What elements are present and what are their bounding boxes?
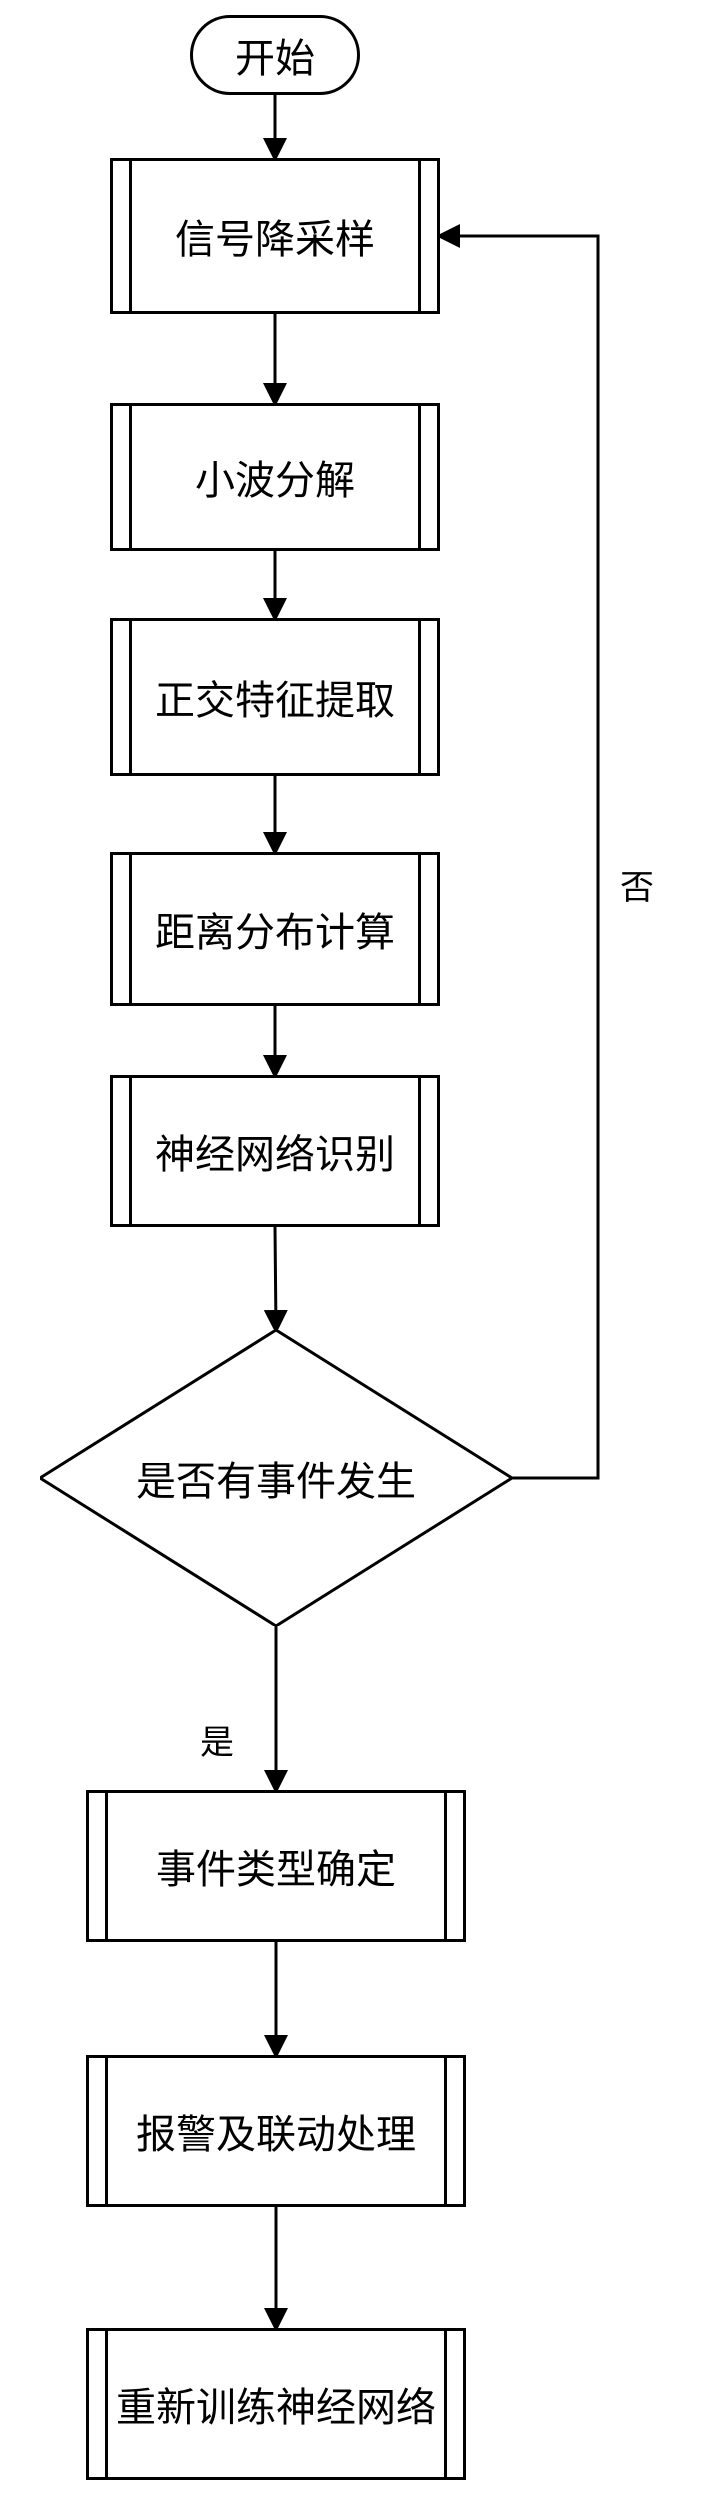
node-label: 事件类型确定	[156, 1837, 396, 1895]
node-p6: 事件类型确定	[86, 1790, 466, 1942]
edge-label: 是	[200, 1715, 234, 1764]
node-p3: 正交特征提取	[110, 618, 440, 776]
node-label: 信号降采样	[175, 207, 375, 265]
node-label: 是否有事件发生	[136, 1449, 416, 1507]
node-p2: 小波分解	[110, 403, 440, 551]
node-d1: 是否有事件发生	[40, 1330, 512, 1626]
node-p4: 距离分布计算	[110, 852, 440, 1006]
node-p8: 重新训练神经网络	[86, 2328, 466, 2480]
node-label: 小波分解	[195, 448, 355, 506]
node-label: 开始	[235, 26, 315, 84]
node-p7: 报警及联动处理	[86, 2055, 466, 2207]
node-label: 距离分布计算	[155, 900, 395, 958]
node-p1: 信号降采样	[110, 158, 440, 314]
edge-label: 否	[620, 860, 654, 909]
node-label: 正交特征提取	[155, 668, 395, 726]
node-label: 神经网络识别	[155, 1122, 395, 1180]
node-label: 重新训练神经网络	[116, 2375, 436, 2433]
node-label: 报警及联动处理	[136, 2102, 416, 2160]
node-p5: 神经网络识别	[110, 1075, 440, 1227]
node-start: 开始	[190, 15, 360, 95]
